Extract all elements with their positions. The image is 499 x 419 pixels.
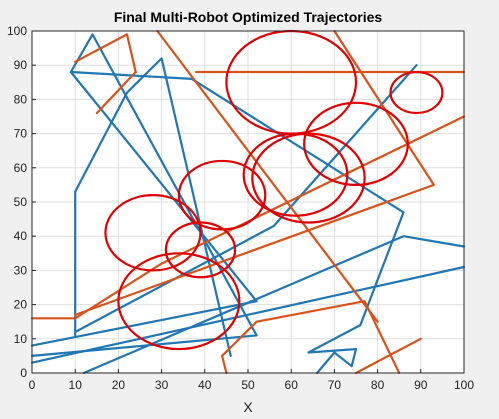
y-tick-label: 30 xyxy=(14,263,28,277)
trajectory-line xyxy=(221,300,401,375)
trajectory-line xyxy=(69,70,405,375)
x-tick-label: 100 xyxy=(454,378,474,392)
y-tick-label: 50 xyxy=(14,195,28,209)
y-tick-label: 80 xyxy=(14,92,28,106)
trajectory-line xyxy=(74,29,435,316)
y-tick-label: 10 xyxy=(14,332,28,346)
y-tick-label: 20 xyxy=(14,298,28,312)
trajectory-line xyxy=(156,29,379,323)
y-tick-label: 40 xyxy=(14,229,28,243)
x-tick-label: 40 xyxy=(198,378,212,392)
x-tick-label: 10 xyxy=(69,378,83,392)
x-tick-label: 20 xyxy=(112,378,126,392)
y-tick-label: 60 xyxy=(14,161,28,175)
y-tick-label: 70 xyxy=(14,127,28,141)
x-axis-label: X xyxy=(243,399,253,415)
x-tick-label: 60 xyxy=(285,378,299,392)
y-tick-label: 0 xyxy=(20,366,27,380)
x-tick-label: 70 xyxy=(328,378,342,392)
obstacle-circle xyxy=(389,70,444,115)
x-tick-label: 80 xyxy=(371,378,385,392)
x-tick-label: 90 xyxy=(414,378,428,392)
trajectory-line xyxy=(354,337,422,375)
obstacle-circle xyxy=(164,221,237,279)
trajectory-line xyxy=(95,70,137,115)
y-tick-label: 90 xyxy=(14,58,28,72)
tick-labels: 0 10 20 30 40 50 60 70 80 90 100 0 10 20 30 40 50 60 70 80 9… xyxy=(7,24,474,392)
x-tick-label: 0 xyxy=(29,378,36,392)
obstacle-circle xyxy=(104,194,202,272)
obstacle-circle xyxy=(303,101,409,187)
trajectory-line xyxy=(74,57,232,357)
trajectory-line xyxy=(74,33,137,74)
trajectory-line xyxy=(30,265,466,364)
trajectory-series xyxy=(30,29,466,375)
x-tick-label: 30 xyxy=(155,378,169,392)
trajectory-line xyxy=(221,354,228,375)
trajectory-line xyxy=(74,64,418,334)
chart-title: Final Multi-Robot Optimized Trajectories xyxy=(114,9,383,25)
obstacle-circle xyxy=(251,132,366,224)
obstacle-circle xyxy=(117,252,241,351)
x-tick-label: 50 xyxy=(241,378,255,392)
y-tick-label: 100 xyxy=(7,24,27,38)
trajectory-line xyxy=(30,115,466,320)
